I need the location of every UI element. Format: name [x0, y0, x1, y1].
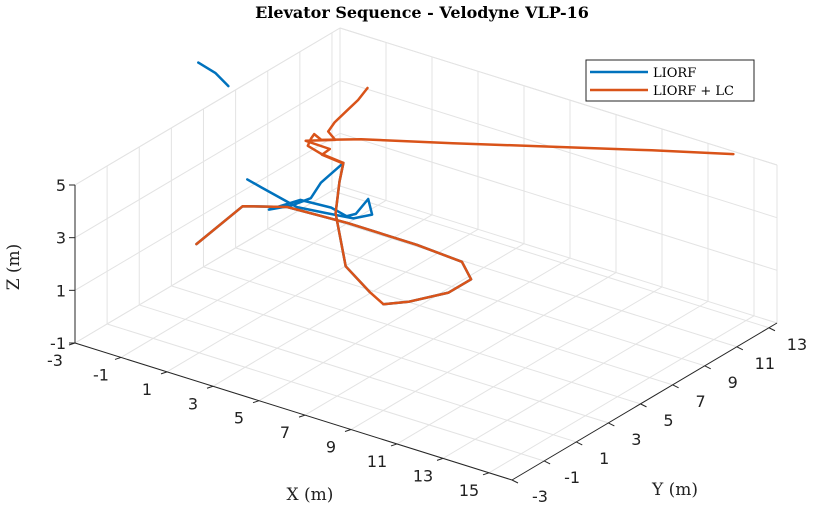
legend-entry-label: LIORF + LC [653, 84, 734, 99]
grid-line-floor-y [331, 190, 770, 329]
x-axis-label: X (m) [287, 485, 334, 505]
grid-line-floor-x [120, 199, 387, 358]
x-tick-mark [252, 400, 260, 404]
grid-line-sidewall-z [74, 132, 341, 291]
grid-line-floor-x [304, 257, 571, 416]
y-tick-label: 9 [728, 373, 738, 392]
grid-edge [339, 27, 778, 166]
grid-edge [74, 27, 341, 186]
y-tick-mark [704, 365, 711, 370]
y-axis-line [511, 322, 778, 481]
x-tick-label: -3 [47, 351, 63, 370]
grid-line-floor-y [171, 285, 609, 424]
x-tick-mark [436, 457, 444, 461]
y-tick-mark [608, 422, 615, 427]
x-tick-mark [114, 356, 122, 360]
x-axis-line [74, 342, 513, 481]
grid-line-floor-y [299, 209, 737, 348]
z-axis-label: Z (m) [4, 244, 24, 291]
chart-title: Elevator Sequence - Velodyne VLP-16 [255, 3, 589, 22]
grid-line-floor-x [442, 300, 709, 459]
z-tick-label: -1 [50, 334, 66, 353]
x-tick-mark [298, 414, 306, 418]
y-tick-label: 7 [696, 392, 706, 411]
x-tick-label: 3 [188, 394, 198, 413]
y-tick-label: 1 [599, 449, 609, 468]
z-tick-label: 1 [56, 281, 66, 300]
x-tick-label: 5 [234, 409, 244, 428]
x-tick-label: 1 [142, 380, 152, 399]
x-tick-label: 11 [367, 452, 387, 471]
z-tick-label: 5 [56, 176, 66, 195]
grid-line-backwall-z [339, 185, 778, 324]
grid-line-backwall-z [339, 132, 778, 271]
grid-line-floor-y [267, 228, 705, 367]
x-tick-mark [344, 429, 352, 433]
y-tick-mark [640, 403, 647, 408]
grid-line-sidewall-z [74, 185, 341, 344]
grid-line-floor-x [396, 286, 663, 445]
x-tick-label: 15 [459, 481, 479, 500]
legend-box [585, 59, 755, 102]
x-tick-mark [206, 385, 214, 389]
y-tick-label: -1 [564, 468, 580, 487]
series-line-liorf-lc [304, 86, 369, 165]
x-tick-label: 9 [326, 438, 336, 457]
y-tick-label: -3 [532, 487, 548, 506]
y-tick-label: 11 [755, 354, 775, 373]
grid-line-floor-x [350, 272, 617, 430]
grid-line-backwall-z [339, 80, 778, 219]
grid-line-floor-x [166, 214, 433, 373]
y-tick-mark [736, 346, 744, 351]
y-tick-mark [511, 479, 519, 484]
y-tick-mark [768, 327, 776, 332]
z-tick-label: 3 [56, 229, 66, 248]
y-tick-mark [543, 460, 551, 465]
grid-line-floor-y [235, 247, 673, 386]
x-tick-mark [160, 371, 168, 375]
grid-lines [74, 27, 778, 481]
y-axis-label: Y (m) [651, 480, 698, 500]
y-tick-mark [576, 441, 583, 446]
x-tick-label: -1 [93, 365, 109, 384]
y-tick-label: 13 [787, 335, 807, 354]
grid-line-sidewall-z [74, 80, 341, 239]
grid-line-floor-x [488, 315, 755, 474]
grid-line-floor-y [106, 323, 545, 462]
series-lines [195, 61, 735, 306]
x-tick-label: 13 [413, 466, 433, 485]
x-tick-mark [482, 472, 490, 476]
grid-line-floor-x [258, 243, 525, 402]
grid-line-floor-y [203, 266, 641, 405]
y-tick-label: 3 [631, 430, 641, 449]
legend: LIORF LIORF + LC [585, 59, 755, 102]
y-tick-label: 5 [663, 411, 673, 430]
legend-entry-label: LIORF [653, 66, 696, 81]
series-line-liorf [197, 61, 230, 88]
x-tick-label: 7 [280, 423, 290, 442]
x-tick-mark [390, 443, 398, 447]
grid-line-floor-y [139, 304, 577, 443]
y-tick-mark [672, 384, 679, 389]
grid-line-floor-x [212, 228, 479, 387]
